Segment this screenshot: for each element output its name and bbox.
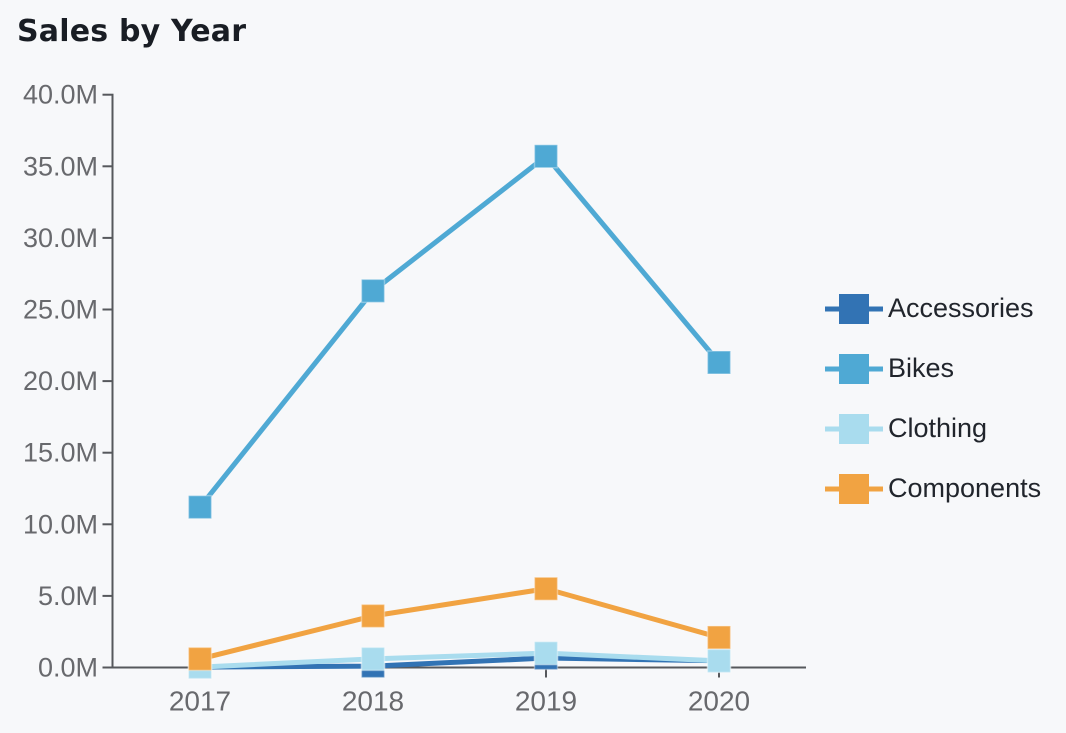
chart-title: Sales by Year [17,14,247,49]
marker-bikes-2019[interactable] [533,144,559,169]
legend-marker-bikes-icon [825,353,883,384]
series-components [187,576,732,672]
legend-label: Accessories [888,293,1034,323]
series-line-components [199,586,720,662]
legend-label: Bikes [888,353,955,383]
series-line-bikes [198,153,721,509]
y-tick-label: 35.0M [23,151,98,181]
x-tick-label: 2018 [342,686,404,717]
axes: 0.0M 5.0M 10.0M 15.0M 20.0M 25.0M 30.0M 35.0M 40… [23,80,806,717]
legend: Accessories Bikes Clothing Components [825,293,1041,504]
y-tick-label: 20.0M [23,366,98,396]
marker-bikes-2020[interactable] [706,350,732,375]
x-tick-label: 2020 [688,686,750,717]
marker-components-2019[interactable] [533,576,559,601]
series-line-clothing [199,650,720,670]
x-tick-label: 2019 [515,686,577,717]
y-tick-label: 25.0M [23,295,98,325]
marker-components-2017[interactable] [187,646,213,672]
marker-bikes-2018[interactable] [360,278,386,304]
y-tick-label: 40.0M [23,80,98,110]
legend-item-components[interactable]: Components [825,473,1041,504]
series-bikes [187,144,732,520]
legend-label: Clothing [888,413,988,443]
legend-marker-accessories-icon [825,293,883,324]
marker-clothing-2019[interactable] [533,640,559,666]
legend-item-bikes[interactable]: Bikes [825,353,1041,384]
marker-bikes-2017[interactable] [187,494,213,520]
legend-label: Components [888,473,1042,503]
marker-components-2020[interactable] [706,625,732,650]
y-tick-label: 5.0M [38,581,98,611]
x-tick-label: 2017 [169,686,231,717]
legend-marker-components-icon [825,473,883,504]
legend-item-clothing[interactable]: Clothing [825,413,1041,444]
y-tick-label: 10.0M [23,509,98,539]
y-tick-label: 30.0M [23,223,98,253]
legend-item-accessories[interactable]: Accessories [825,293,1041,324]
y-tick-label: 15.0M [23,438,98,468]
marker-clothing-2018[interactable] [360,646,386,672]
marker-clothing-2020[interactable] [706,648,732,674]
legend-marker-clothing-icon [825,413,883,444]
marker-components-2018[interactable] [360,603,386,629]
y-tick-label: 0.0M [38,653,98,683]
